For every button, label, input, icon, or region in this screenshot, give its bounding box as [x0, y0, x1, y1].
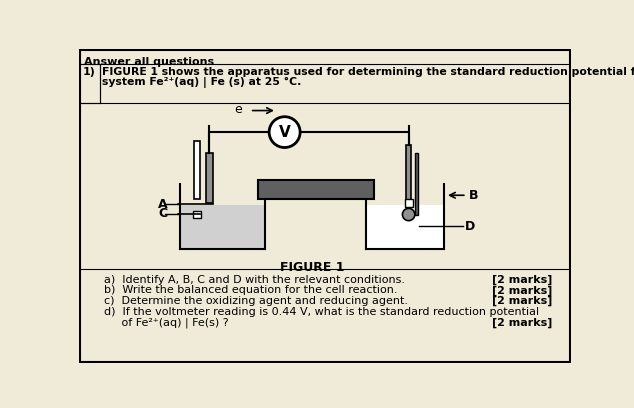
- Text: [2 marks]: [2 marks]: [491, 318, 552, 328]
- Text: 1): 1): [82, 67, 95, 77]
- Text: [2 marks]: [2 marks]: [491, 296, 552, 306]
- Bar: [406, 145, 411, 207]
- Bar: [80, 64, 100, 103]
- Bar: [194, 141, 200, 199]
- Text: b)  Write the balanced equation for the cell reaction.: b) Write the balanced equation for the c…: [104, 285, 398, 295]
- Text: D: D: [465, 220, 475, 233]
- Bar: [367, 205, 443, 248]
- Text: [2 marks]: [2 marks]: [491, 275, 552, 285]
- Text: B: B: [469, 189, 479, 202]
- Text: FIGURE 1: FIGURE 1: [280, 261, 344, 274]
- Bar: [206, 153, 212, 203]
- Text: c)  Determine the oxidizing agent and reducing agent.: c) Determine the oxidizing agent and red…: [104, 296, 408, 306]
- Circle shape: [403, 208, 415, 221]
- Text: a)  Identify A, B, C and D with the relevant conditions.: a) Identify A, B, C and D with the relev…: [104, 275, 405, 284]
- Circle shape: [269, 117, 300, 148]
- Bar: [181, 205, 264, 248]
- Text: [2 marks]: [2 marks]: [491, 285, 552, 296]
- Text: system Fe²⁺(aq) | Fe (s) at 25 °C.: system Fe²⁺(aq) | Fe (s) at 25 °C.: [103, 77, 302, 88]
- Text: V: V: [279, 125, 290, 140]
- Text: Answer all questions: Answer all questions: [84, 57, 214, 67]
- Text: C: C: [158, 207, 167, 220]
- Bar: [193, 211, 201, 217]
- Bar: [257, 180, 374, 199]
- Text: A: A: [158, 198, 168, 211]
- Text: d)  If the voltmeter reading is 0.44 V, what is the standard reduction potential: d) If the voltmeter reading is 0.44 V, w…: [104, 307, 539, 317]
- Bar: [404, 199, 413, 207]
- Bar: [415, 153, 418, 215]
- Text: e: e: [234, 103, 242, 116]
- Text: of Fe²⁺(aq) | Fe(s) ?: of Fe²⁺(aq) | Fe(s) ?: [104, 318, 229, 328]
- Text: FIGURE 1 shows the apparatus used for determining the standard reduction potenti: FIGURE 1 shows the apparatus used for de…: [103, 67, 634, 77]
